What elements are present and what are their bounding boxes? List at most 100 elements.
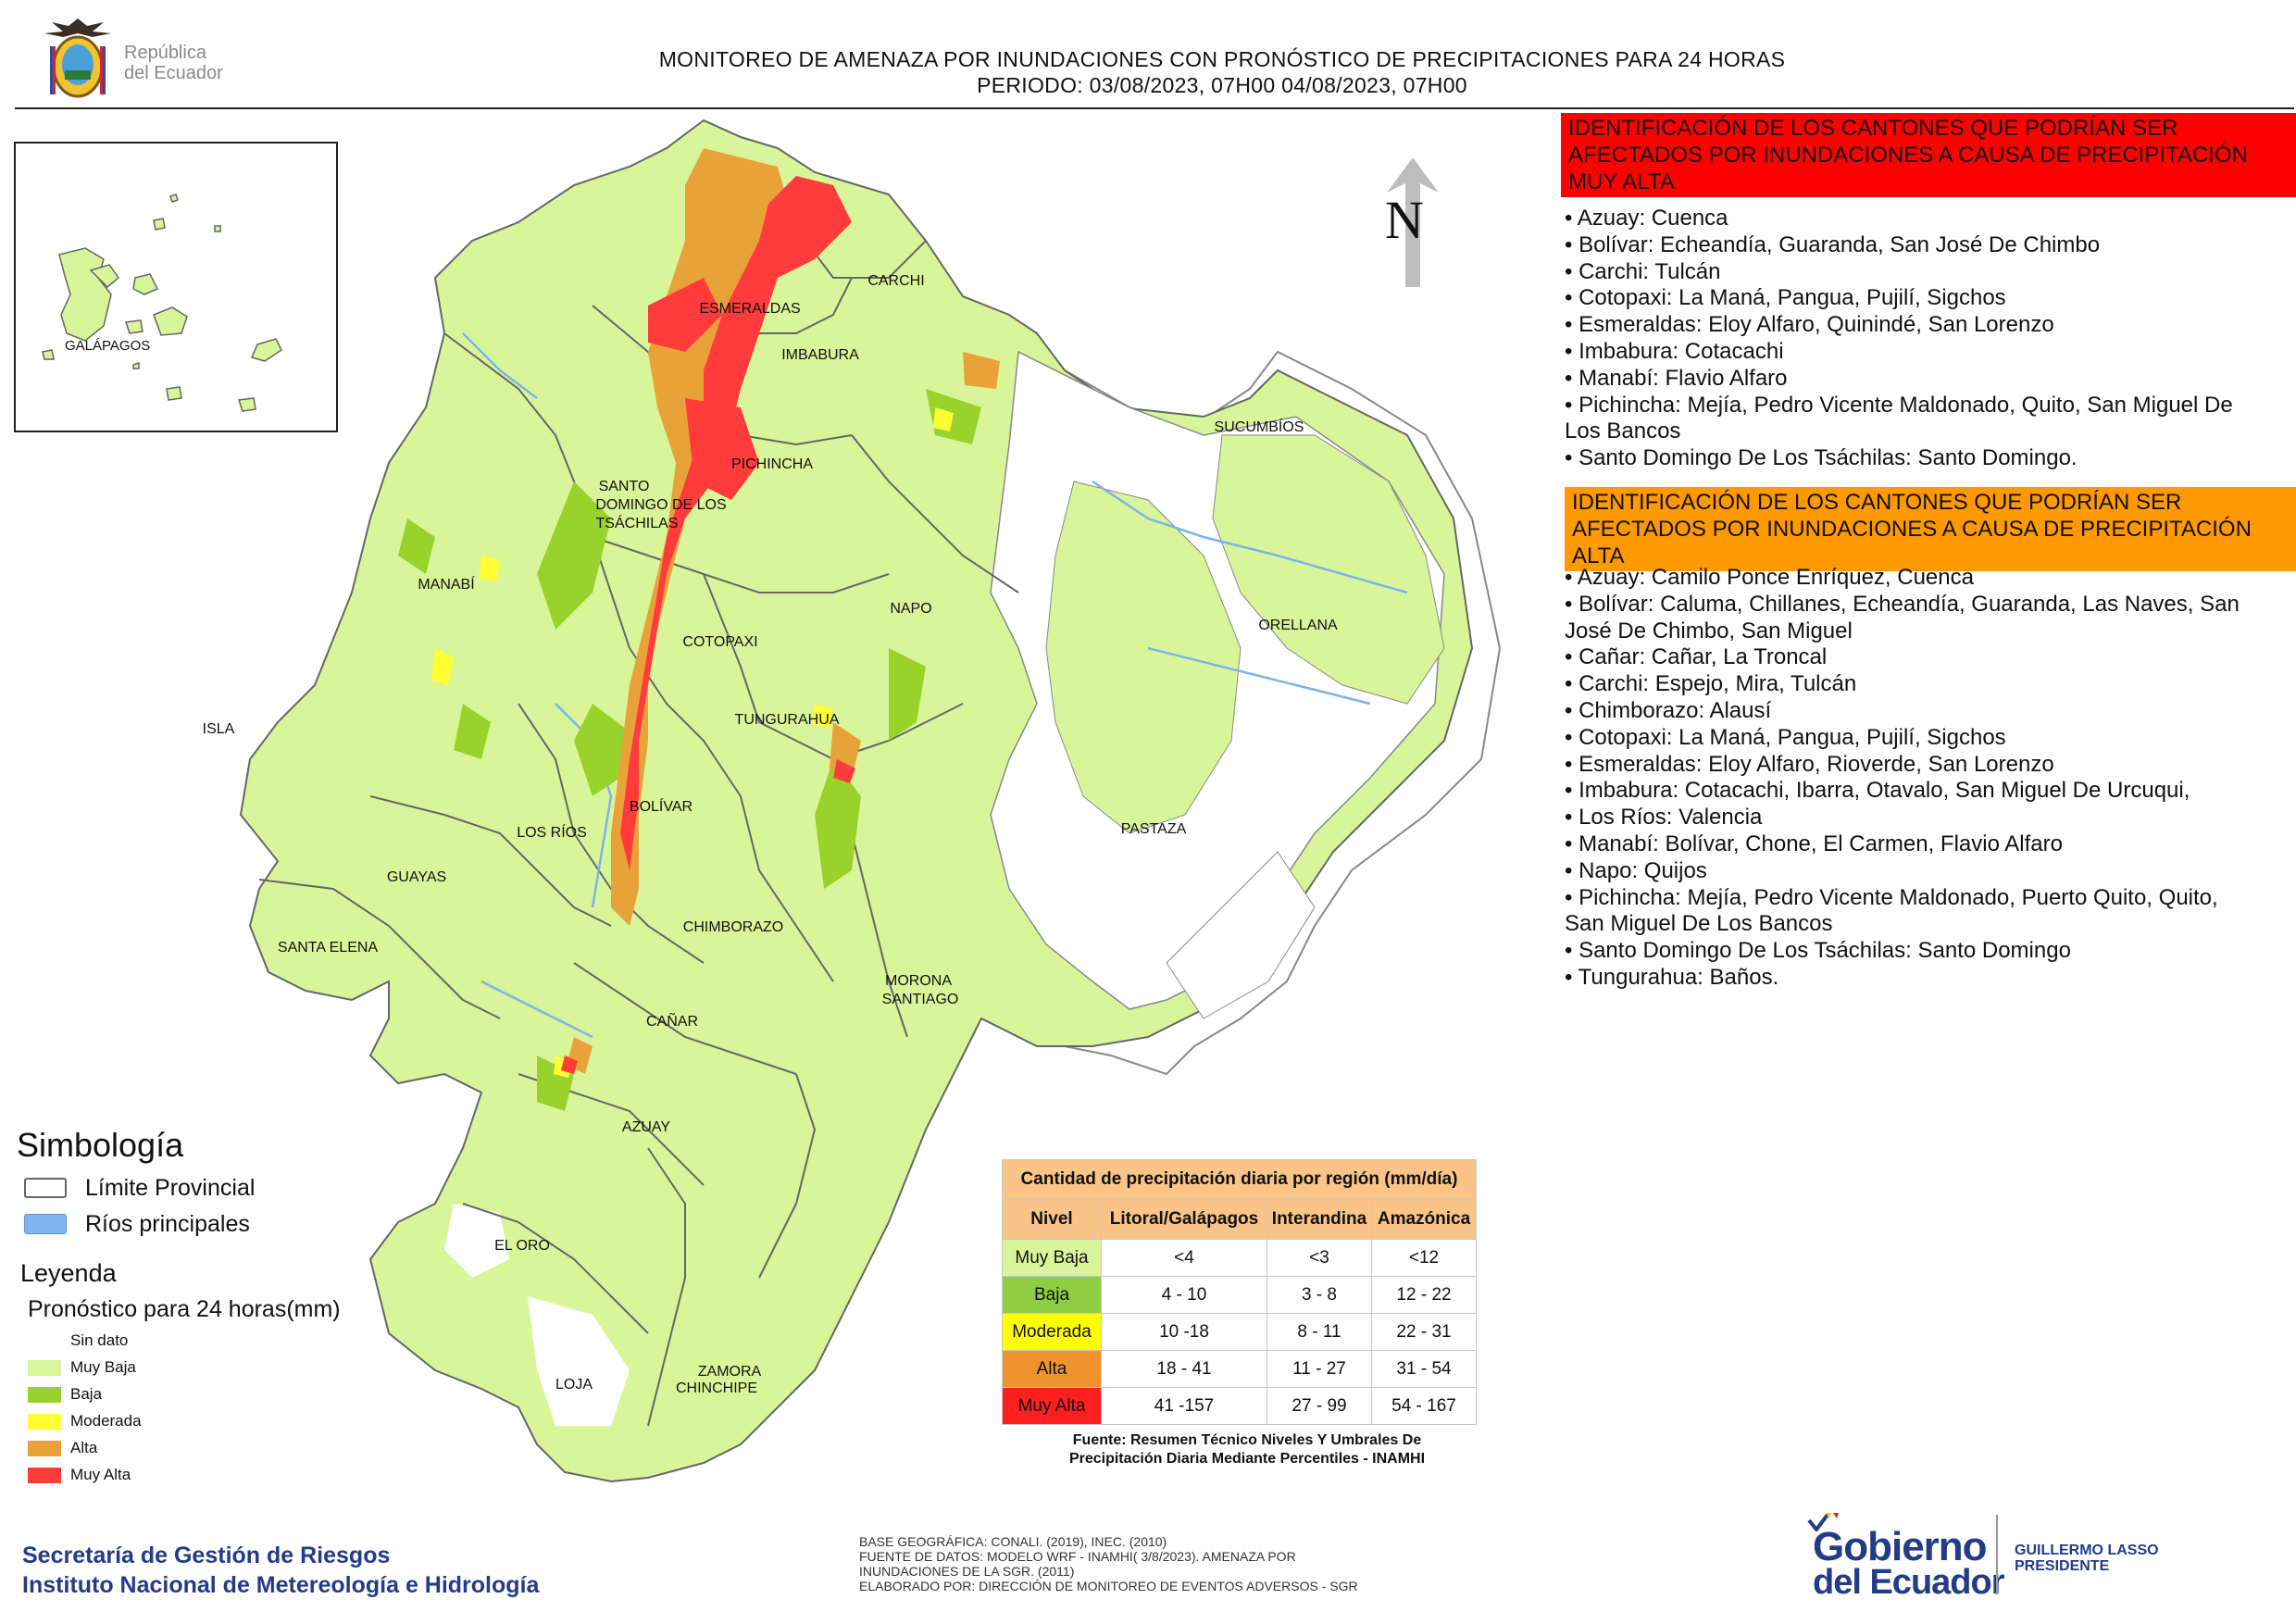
muy-alta-canton-list: • Azuay: Cuenca • Bolívar: Echeandía, Gu… bbox=[1565, 206, 2287, 472]
flood-risk-map: GALÁPAGOS bbox=[14, 119, 1502, 1483]
table-header: Amazónica bbox=[1371, 1199, 1477, 1240]
list-item: José De Chimbo, San Miguel bbox=[1565, 618, 1853, 643]
legend-label: Muy Alta bbox=[70, 1466, 131, 1483]
table-row: Muy Alta 41 -157 27 - 99 54 - 167 bbox=[1002, 1387, 1477, 1425]
table-cell: 4 - 10 bbox=[1101, 1276, 1267, 1314]
inset-label: GALÁPAGOS bbox=[65, 338, 150, 354]
table-row: Baja 4 - 10 3 - 8 12 - 22 bbox=[1002, 1276, 1477, 1314]
logo-text-line2: del Ecuador bbox=[124, 63, 223, 83]
label-pastaza: PASTAZA bbox=[1121, 821, 1187, 837]
table-cell: 3 - 8 bbox=[1267, 1276, 1372, 1314]
logo-text-line1: República bbox=[124, 43, 206, 63]
legend-row-muy-baja: Muy Baja bbox=[28, 1356, 136, 1379]
label-tungurahua: TUNGURAHUA bbox=[735, 712, 840, 728]
list-item: • Imbabura: Cotacachi bbox=[1565, 338, 1784, 364]
footer-organizations: Secretaría de Gestión de Riesgos Institu… bbox=[22, 1541, 539, 1600]
pronostico-title: Pronóstico para 24 horas(mm) bbox=[28, 1296, 341, 1322]
label-orellana: ORELLANA bbox=[1258, 618, 1338, 633]
title-line1: MONITOREO DE AMENAZA POR INUNDACIONES CO… bbox=[658, 47, 1786, 71]
meta-line1: BASE GEOGRÁFICA: CONALI. (2019), INEC. (… bbox=[859, 1534, 1167, 1549]
gobierno-logo-line1: Gobierno bbox=[1813, 1524, 1988, 1569]
label-chimborazo: CHIMBORAZO bbox=[683, 919, 783, 935]
list-item: • Carchi: Espejo, Mira, Tulcán bbox=[1565, 671, 1857, 697]
label-santo-domingo-1: SANTO bbox=[599, 479, 650, 494]
table-header: Nivel bbox=[1002, 1199, 1102, 1240]
muy-alta-heading-line2: AFECTADOS POR INUNDACIONES A CAUSA DE PR… bbox=[1568, 143, 2248, 168]
list-item: • Pichincha: Mejía, Pedro Vicente Maldon… bbox=[1565, 884, 2218, 910]
north-label: N bbox=[1385, 190, 1424, 250]
precipitation-threshold-table: Cantidad de precipitación diaria por reg… bbox=[1002, 1159, 1477, 1425]
level-cell: Muy Alta bbox=[1002, 1387, 1102, 1425]
list-item: • Los Ríos: Valencia bbox=[1565, 805, 1763, 831]
president-label: GUILLERMO LASSO PRESIDENTE bbox=[2015, 1543, 2159, 1574]
baja-swatch bbox=[28, 1386, 61, 1403]
muy-alta-heading: IDENTIFICACIÓN DE LOS CANTONES QUE PODRÍ… bbox=[1561, 113, 2296, 197]
muy-baja-swatch bbox=[28, 1359, 61, 1376]
list-item: • Azuay: Cuenca bbox=[1565, 206, 1728, 231]
list-item: • Azuay: Camilo Ponce Enríquez, Cuenca bbox=[1565, 565, 1974, 590]
gobierno-check-icon bbox=[1807, 1513, 1839, 1531]
legend-label: Sin dato bbox=[70, 1331, 129, 1349]
table-header: Interandina bbox=[1267, 1199, 1372, 1240]
table-cell: <3 bbox=[1267, 1239, 1372, 1277]
president-name: GUILLERMO LASSO bbox=[2015, 1543, 2159, 1558]
header-divider bbox=[15, 107, 2294, 109]
label-imbabura: IMBABURA bbox=[781, 347, 859, 363]
legend-label: Muy Baja bbox=[70, 1358, 136, 1376]
list-item: • Tungurahua: Baños. bbox=[1565, 964, 1779, 990]
province-labels: CARCHI ESMERALDAS IMBABURA SUCUMBÍOS PIC… bbox=[203, 273, 1338, 1396]
label-cotopaxi: COTOPAXI bbox=[682, 634, 757, 650]
label-azuay: AZUAY bbox=[622, 1119, 670, 1135]
label-isla: ISLA bbox=[203, 721, 235, 737]
org-line1: Secretaría de Gestión de Riesgos bbox=[22, 1543, 391, 1568]
list-item: • Carchi: Tulcán bbox=[1565, 258, 1721, 284]
legend-row-baja: Baja bbox=[28, 1383, 102, 1405]
label-loja: LOJA bbox=[555, 1377, 593, 1393]
label-santo-domingo-3: TSÁCHILAS bbox=[596, 514, 679, 531]
meta-line2: FUENTE DE DATOS: MODELO WRF - INAMHI( 3/… bbox=[859, 1549, 1296, 1564]
table-cell: 10 -18 bbox=[1101, 1313, 1267, 1351]
alta-swatch bbox=[28, 1440, 61, 1456]
level-cell: Alta bbox=[1002, 1350, 1102, 1388]
list-item: • Imbabura: Cotacachi, Ibarra, Otavalo, … bbox=[1565, 778, 2190, 804]
table-cell: 18 - 41 bbox=[1101, 1350, 1267, 1388]
label-napo: NAPO bbox=[890, 601, 931, 617]
footer-metadata: BASE GEOGRÁFICA: CONALI. (2019), INEC. (… bbox=[859, 1534, 1452, 1593]
label-manabi: MANABÍ bbox=[418, 575, 475, 593]
list-item: • Santo Domingo De Los Tsáchilas: Santo … bbox=[1565, 938, 2071, 964]
label-guayas: GUAYAS bbox=[387, 869, 446, 885]
list-item: • Esmeraldas: Eloy Alfaro, Rioverde, San… bbox=[1565, 751, 2054, 777]
sin-dato-swatch bbox=[28, 1332, 61, 1349]
legend-limite-provincial: Límite Provincial bbox=[24, 1172, 255, 1204]
level-cell: Muy Baja bbox=[1002, 1239, 1102, 1277]
legend-row-alta: Alta bbox=[28, 1437, 97, 1459]
label-sucumbios: SUCUMBÍOS bbox=[1215, 418, 1304, 435]
list-item: • Cañar: Cañar, La Troncal bbox=[1565, 644, 1828, 670]
label-santo-domingo-2: DOMINGO DE LOS bbox=[595, 497, 726, 513]
republica-logo: República del Ecuador bbox=[33, 7, 246, 100]
label-morona-2: SANTIAGO bbox=[882, 992, 959, 1007]
legend-label: Baja bbox=[70, 1385, 103, 1403]
gobierno-logo-line2: del Ecuador bbox=[1813, 1563, 2004, 1602]
list-item: • Pichincha: Mejía, Pedro Vicente Maldon… bbox=[1565, 392, 2233, 418]
table-cell: 12 - 22 bbox=[1371, 1276, 1477, 1314]
legend-label: Moderada bbox=[70, 1412, 142, 1430]
table-row: Alta 18 - 41 11 - 27 31 - 54 bbox=[1002, 1350, 1477, 1388]
table-cell: 41 -157 bbox=[1101, 1387, 1267, 1425]
alta-heading-line3: ALTA bbox=[1572, 543, 1625, 568]
label-los-rios: LOS RÍOS bbox=[517, 823, 587, 841]
table-cell: 8 - 11 bbox=[1267, 1313, 1372, 1351]
alta-heading: IDENTIFICACIÓN DE LOS CANTONES QUE PODRÍ… bbox=[1565, 487, 2296, 571]
title-line2: PERIODO: 03/08/2023, 07H00 04/08/2023, 0… bbox=[977, 73, 1467, 97]
precip-moderada-patches bbox=[431, 407, 954, 1078]
label-esmeraldas: ESMERALDAS bbox=[699, 301, 800, 317]
muy-alta-heading-line1: IDENTIFICACIÓN DE LOS CANTONES QUE PODRÍ… bbox=[1568, 116, 2178, 141]
list-item: • Cotopaxi: La Maná, Pangua, Pujilí, Sig… bbox=[1565, 724, 2006, 750]
limite-swatch bbox=[24, 1178, 67, 1198]
list-item: • Bolívar: Caluma, Chillanes, Echeandía,… bbox=[1565, 591, 2240, 617]
label-morona-1: MORONA bbox=[885, 973, 952, 989]
table-row: Moderada 10 -18 8 - 11 22 - 31 bbox=[1002, 1313, 1477, 1351]
label-carchi: CARCHI bbox=[867, 273, 924, 289]
table-cell: 22 - 31 bbox=[1371, 1313, 1477, 1351]
rios-swatch bbox=[24, 1214, 67, 1234]
